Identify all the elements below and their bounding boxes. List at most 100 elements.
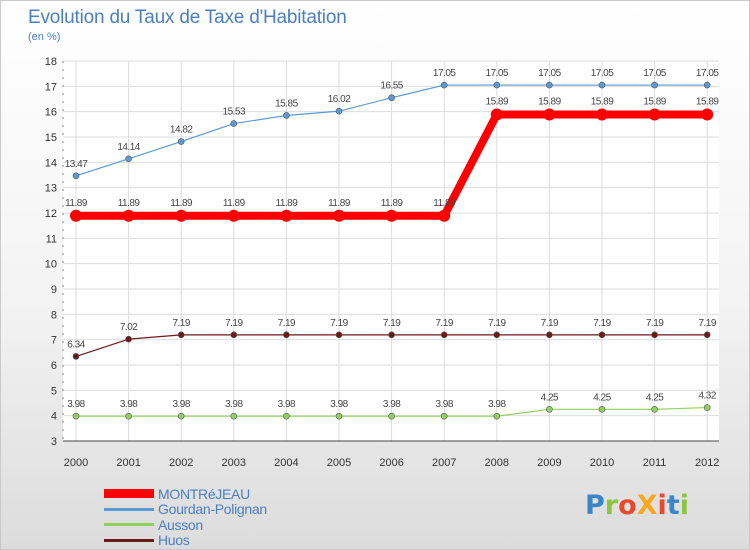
data-label-gourdan-polignan: 17.05 [433,68,456,79]
legend-item-huos: Huos [104,532,267,548]
data-point-montrejeau [70,209,82,222]
data-label-huos: 7.19 [172,318,190,329]
data-label-gourdan-polignan: 14.14 [117,142,140,153]
data-label-huos: 7.19 [698,318,716,329]
data-point-huos [651,331,658,339]
data-point-montrejeau [385,209,398,222]
data-label-huos: 7.19 [278,318,296,329]
data-point-gourdan-polignan [598,81,606,89]
logo-letter: r [604,490,619,521]
data-point-ausson [546,406,553,413]
data-label-gourdan-polignan: 17.05 [486,68,509,79]
logo-letter: i [657,490,667,521]
data-point-ausson [598,406,606,413]
data-label-huos: 7.02 [120,322,138,333]
y-tick-label: 14 [45,157,57,169]
logo-letter: o [618,490,637,521]
data-point-ausson [283,412,290,420]
data-label-ausson: 3.98 [330,399,348,410]
data-point-huos [177,331,185,339]
x-tick-label: 2001 [116,457,140,469]
data-point-gourdan-polignan [651,81,658,89]
data-point-montrejeau [701,108,714,121]
data-label-huos: 7.19 [225,318,243,329]
data-point-montrejeau [122,209,135,222]
x-tick-label: 2007 [432,457,456,469]
data-point-gourdan-polignan [283,112,290,119]
data-point-huos [493,331,501,339]
x-tick-label: 2006 [379,457,403,469]
y-tick-label: 16 [45,107,57,119]
x-tick-label: 2005 [327,457,351,469]
legend: MONTRéJEAU Gourdan-Polignan Ausson Huos [104,486,267,548]
data-point-gourdan-polignan [388,94,395,102]
y-tick-label: 10 [45,259,57,271]
legend-swatch-huos [104,538,154,542]
legend-item-gourdan-polignan: Gourdan-Polignan [104,501,267,517]
x-tick-label: 2003 [222,457,246,469]
data-point-huos [703,331,711,339]
data-point-huos [283,331,290,339]
legend-label-montrejeau: MONTRéJEAU [158,485,250,502]
logo-letter: i [679,490,689,521]
data-point-gourdan-polignan [335,107,343,115]
data-label-montrejeau: 15.89 [538,96,561,107]
data-point-montrejeau [438,209,451,222]
data-label-huos: 7.19 [593,318,611,329]
data-label-gourdan-polignan: 15.53 [223,107,246,118]
data-point-huos [388,331,395,339]
y-tick-label: 7 [51,335,57,347]
data-point-ausson [440,412,448,420]
y-tick-label: 4 [51,411,57,423]
data-label-ausson: 3.98 [278,399,296,410]
data-label-gourdan-polignan: 17.05 [643,68,666,79]
data-point-gourdan-polignan [546,81,553,89]
chart-title: Evolution du Taux de Taxe d'Habitation [28,7,347,28]
data-point-montrejeau [175,209,188,222]
data-label-montrejeau: 15.89 [696,96,719,107]
data-point-ausson [703,404,711,411]
data-point-huos [546,331,553,339]
data-label-ausson: 3.98 [435,399,453,410]
data-point-ausson [230,412,238,420]
data-point-gourdan-polignan [72,172,80,180]
data-label-montrejeau: 11.89 [65,198,88,209]
data-label-gourdan-polignan: 14.82 [170,125,193,136]
y-tick-label: 12 [45,208,57,220]
data-label-huos: 7.19 [330,318,348,329]
data-point-ausson [72,412,80,420]
data-point-huos [440,331,448,339]
data-label-ausson: 3.98 [120,399,138,410]
data-point-montrejeau [596,108,608,121]
data-point-huos [230,331,238,339]
data-label-gourdan-polignan: 17.05 [591,68,614,79]
legend-swatch-gourdan-polignan [104,507,154,511]
y-tick-label: 9 [51,284,57,296]
data-label-ausson: 3.98 [488,399,506,410]
x-tick-label: 2000 [64,457,88,469]
data-label-huos: 7.19 [646,318,664,329]
data-point-ausson [177,412,185,420]
data-label-ausson: 3.98 [383,399,401,410]
data-label-gourdan-polignan: 16.02 [328,94,351,105]
data-label-montrejeau: 11.89 [381,198,404,209]
data-label-ausson: 4.25 [541,392,559,403]
data-point-montrejeau [227,209,240,222]
legend-swatch-ausson [104,523,154,527]
x-tick-label: 2010 [590,457,614,469]
data-label-ausson: 4.25 [593,392,611,403]
y-tick-label: 17 [45,81,57,93]
data-point-ausson [493,412,501,420]
data-point-gourdan-polignan [177,138,185,145]
data-point-huos [335,331,343,339]
data-point-huos [72,353,80,360]
data-point-gourdan-polignan [493,81,501,89]
data-point-ausson [388,412,395,420]
data-point-gourdan-polignan [703,81,711,89]
data-label-montrejeau: 11.89 [433,198,456,209]
legend-label-ausson: Ausson [158,516,203,533]
data-label-ausson: 3.98 [67,399,85,410]
data-label-montrejeau: 11.89 [223,198,246,209]
